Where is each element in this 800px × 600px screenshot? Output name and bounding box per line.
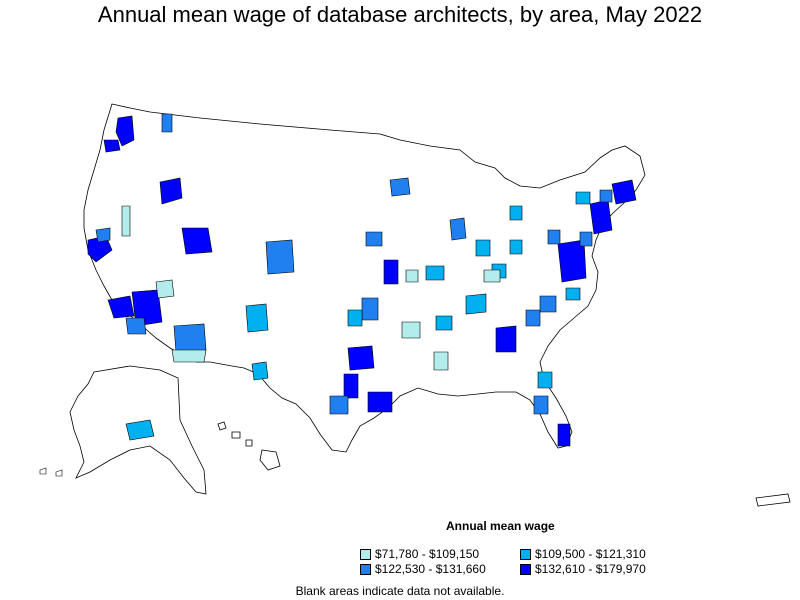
aleutian-island-2 xyxy=(55,469,63,477)
aleutian-island-1 xyxy=(39,467,47,475)
legend-swatch-2 xyxy=(520,548,531,560)
area-el-paso xyxy=(251,361,269,381)
area-boston xyxy=(611,179,637,205)
map-title: Annual mean wage of database architects,… xyxy=(97,2,703,27)
area-jacksonville xyxy=(537,371,553,389)
area-hartford xyxy=(599,189,613,203)
footnote: Blank areas indicate data not available. xyxy=(295,584,505,598)
hawaii-island-4 xyxy=(259,449,281,471)
area-tampa xyxy=(533,395,549,415)
legend-item-4: $132,610 - $179,970 xyxy=(520,562,646,576)
area-jackson-ms xyxy=(433,351,449,371)
area-raleigh xyxy=(539,295,557,313)
area-denver xyxy=(265,239,295,275)
area-albuquerque xyxy=(245,303,269,333)
area-st-louis xyxy=(425,265,445,281)
hawaii-island-1 xyxy=(217,421,227,431)
area-las-vegas xyxy=(155,279,175,299)
area-chicago xyxy=(449,217,467,241)
area-southern-arizona xyxy=(171,349,207,363)
area-dc-virginia xyxy=(557,239,587,283)
area-memphis xyxy=(435,315,453,331)
continental-us-outline xyxy=(83,103,646,453)
area-springfield xyxy=(405,269,419,283)
area-tucson xyxy=(173,323,207,353)
area-boise xyxy=(159,177,183,205)
area-detroit xyxy=(509,205,523,221)
legend-label-1: $71,780 - $109,150 xyxy=(375,547,480,561)
legend-title: Annual mean wage xyxy=(446,519,555,533)
area-reno xyxy=(121,205,131,237)
area-minneapolis xyxy=(389,177,411,197)
hawaii-island-3 xyxy=(245,439,253,447)
area-miami xyxy=(557,423,571,447)
area-new-york xyxy=(589,199,613,235)
area-indianapolis xyxy=(475,239,491,257)
area-omaha xyxy=(365,231,383,247)
area-atlanta xyxy=(495,325,517,353)
area-seattle xyxy=(115,115,135,147)
area-houston xyxy=(367,391,393,413)
legend-swatch-1 xyxy=(360,548,371,560)
area-richmond xyxy=(565,287,581,301)
legend-item-2: $109,500 - $121,310 xyxy=(520,547,646,561)
legend-label-2: $109,500 - $121,310 xyxy=(535,547,646,561)
area-rochester xyxy=(575,191,591,205)
area-sacramento xyxy=(95,227,111,243)
area-tulsa xyxy=(361,297,379,321)
legend-label-4: $132,610 - $179,970 xyxy=(535,562,646,576)
area-kansas-city xyxy=(383,259,399,285)
area-little-rock xyxy=(401,321,421,339)
area-salt-lake xyxy=(181,227,213,255)
legend-item-3: $122,530 - $131,660 xyxy=(360,562,486,576)
legend-swatch-4 xyxy=(520,563,531,575)
area-pittsburgh xyxy=(547,229,561,245)
area-los-angeles xyxy=(107,295,135,319)
area-dallas xyxy=(347,345,375,371)
area-san-antonio xyxy=(329,395,349,415)
area-austin xyxy=(343,373,359,399)
hawaii-island-2 xyxy=(231,431,241,439)
area-san-diego xyxy=(125,317,147,335)
puerto-rico-outline xyxy=(755,493,791,507)
area-philadelphia xyxy=(579,231,593,247)
area-charlotte xyxy=(525,309,541,327)
area-nashville xyxy=(465,293,487,315)
area-columbus xyxy=(509,239,523,255)
legend-item-1: $71,780 - $109,150 xyxy=(360,547,479,561)
area-anchorage xyxy=(125,419,155,441)
area-portland xyxy=(103,139,121,153)
area-phoenix xyxy=(131,289,163,327)
area-kentucky xyxy=(483,269,501,283)
legend-label-3: $122,530 - $131,660 xyxy=(375,562,486,576)
legend-swatch-3 xyxy=(360,563,371,575)
area-oklahoma-city xyxy=(347,309,363,327)
area-spokane xyxy=(161,113,173,133)
